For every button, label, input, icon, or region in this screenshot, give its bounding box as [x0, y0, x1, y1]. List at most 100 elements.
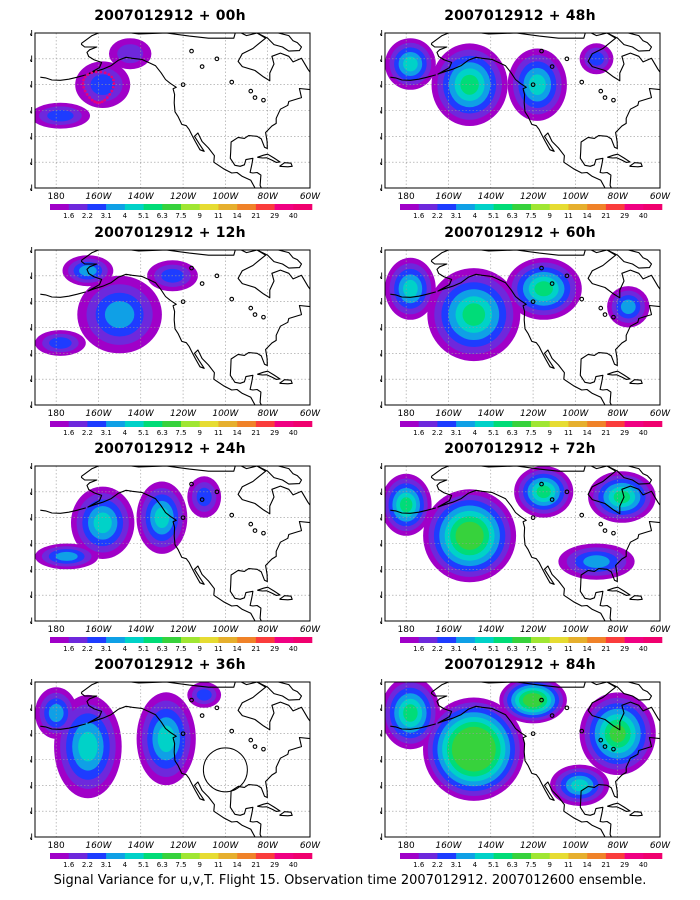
colorbar-swatch — [199, 637, 219, 643]
colorbar-label: 2.2 — [432, 429, 443, 437]
lon-tick-label: 140W — [128, 625, 155, 635]
colorbar-label: 4 — [473, 212, 478, 220]
colorbar-label: 40 — [639, 645, 648, 653]
lat-tick-label: 40N — [30, 540, 33, 550]
lon-tick-label: 60W — [300, 192, 321, 202]
lat-tick-label: 10N — [30, 184, 33, 194]
map-plot: 10N 20N 30N 40N 50N 60N 70N 180 160W 140W 120W 100W… — [30, 247, 350, 440]
colorbar-swatch — [474, 421, 494, 427]
colorbar-label: 7.5 — [525, 212, 536, 220]
colorbar-label: 6.3 — [157, 861, 168, 869]
lon-tick-label: 80W — [258, 841, 279, 851]
variance-field — [385, 33, 660, 188]
lon-tick-label: 180 — [48, 409, 65, 419]
map-plot: 10N 20N 30N 40N 50N 60N 70N 180 160W 140W 120W 100W… — [30, 463, 350, 656]
colorbar-swatch — [255, 204, 275, 210]
panel-title: 2007012912 + 24h — [94, 441, 246, 457]
colorbar-label: 3.1 — [101, 645, 112, 653]
lon-tick-label: 160W — [85, 409, 112, 419]
colorbar-label: 1.6 — [63, 861, 75, 869]
colorbar-label: 40 — [289, 645, 298, 653]
lon-tick-label: 80W — [258, 625, 279, 635]
colorbar-label: 14 — [583, 429, 592, 437]
lon-tick-label: 120W — [170, 409, 197, 419]
colorbar-label: 21 — [601, 861, 610, 869]
lon-tick-label: 120W — [170, 625, 197, 635]
colorbar-label: 2.2 — [432, 645, 443, 653]
flight-track — [81, 70, 116, 105]
lat-tick-label: 60N — [380, 272, 383, 282]
lon-tick-label: 180 — [398, 625, 415, 635]
colorbar-swatch — [293, 421, 313, 427]
colorbar-swatch — [456, 204, 476, 210]
colorbar-label: 29 — [270, 645, 279, 653]
colorbar-swatch — [143, 421, 163, 427]
colorbar-swatch — [418, 204, 438, 210]
lon-tick-label: 80W — [608, 409, 629, 419]
colorbar-swatch — [418, 421, 438, 427]
colorbar-swatch — [106, 421, 126, 427]
lat-tick-label: 40N — [30, 324, 33, 334]
lon-tick-label: 60W — [300, 409, 321, 419]
map-panel-48h: 2007012912 + 48h 10N 20N 30N 40N 50N 60N 70N 18… — [380, 8, 700, 223]
colorbar-label: 11 — [214, 861, 223, 869]
colorbar-label: 9 — [547, 861, 551, 869]
colorbar-swatch — [181, 204, 201, 210]
colorbar-label: 9 — [197, 645, 201, 653]
colorbar-label: 29 — [620, 212, 629, 220]
colorbar-swatch — [162, 853, 182, 859]
colorbar-label: 6.3 — [157, 645, 168, 653]
axis-labels: 10N 20N 30N 40N 50N 60N 70N 180 160W 140W 120W 100W… — [30, 679, 321, 851]
map-panel-36h: 2007012912 + 36h 10N 20N 30N 40N 50N 60N 70N 18… — [30, 657, 350, 872]
lat-tick-label: 20N — [380, 807, 383, 817]
contour-band — [78, 731, 98, 762]
coastline — [390, 33, 660, 188]
colorbar-swatch — [124, 637, 144, 643]
colorbar-label: 29 — [620, 645, 629, 653]
colorbar-swatch — [474, 853, 494, 859]
colorbar-swatch — [400, 204, 420, 210]
colorbar-label: 1.6 — [413, 429, 425, 437]
map-canvas: 10N 20N 30N 40N 50N 60N 70N 180 160W 140W 120W 100W… — [30, 30, 321, 220]
colorbar-swatch — [418, 637, 438, 643]
lon-tick-label: 60W — [300, 625, 321, 635]
axis-labels: 10N 20N 30N 40N 50N 60N 70N 180 160W 140W 120W 100W… — [380, 463, 671, 635]
coastline — [390, 250, 660, 405]
axis-labels: 10N 20N 30N 40N 50N 60N 70N 180 160W 140W 120W 100W… — [30, 463, 321, 635]
lat-tick-label: 70N — [380, 247, 383, 256]
colorbar: 1.6 2.2 3.1 4 5.1 6.3 7.5 9 11 14 21 29 40 — [50, 853, 313, 869]
lat-tick-label: 20N — [380, 375, 383, 385]
contour-band — [403, 279, 418, 298]
lat-tick-label: 30N — [30, 349, 33, 359]
colorbar-swatch — [255, 637, 275, 643]
lon-tick-label: 120W — [170, 841, 197, 851]
colorbar-swatch — [255, 853, 275, 859]
map-canvas: 10N 20N 30N 40N 50N 60N 70N 180 160W 140W 120W 100W… — [380, 463, 671, 653]
colorbar-swatch — [274, 204, 294, 210]
lat-tick-label: 10N — [380, 401, 383, 411]
colorbar-label: 29 — [620, 861, 629, 869]
colorbar-swatch — [456, 853, 476, 859]
variance-field — [385, 466, 660, 621]
colorbar-label: 21 — [251, 429, 260, 437]
colorbar-label: 11 — [564, 212, 573, 220]
map-panel-72h: 2007012912 + 72h 10N 20N 30N 40N 50N 60N 70N 18… — [380, 441, 700, 656]
colorbar-swatch — [512, 421, 532, 427]
colorbar-label: 14 — [233, 212, 242, 220]
lat-tick-label: 40N — [30, 756, 33, 766]
contour-band — [455, 521, 484, 550]
colorbar-label: 40 — [639, 212, 648, 220]
lat-tick-label: 10N — [30, 401, 33, 411]
colorbar-swatch — [624, 421, 644, 427]
lon-tick-label: 120W — [520, 841, 547, 851]
colorbar-label: 7.5 — [175, 429, 186, 437]
colorbar-label: 9 — [197, 212, 201, 220]
lon-tick-label: 60W — [650, 841, 671, 851]
lat-tick-label: 20N — [380, 158, 383, 168]
lat-tick-label: 60N — [30, 704, 33, 714]
lat-tick-label: 40N — [380, 540, 383, 550]
lat-tick-label: 50N — [30, 298, 33, 308]
lat-tick-label: 10N — [30, 833, 33, 843]
colorbar-label: 40 — [289, 429, 298, 437]
panel-title: 2007012912 + 00h — [94, 8, 246, 24]
